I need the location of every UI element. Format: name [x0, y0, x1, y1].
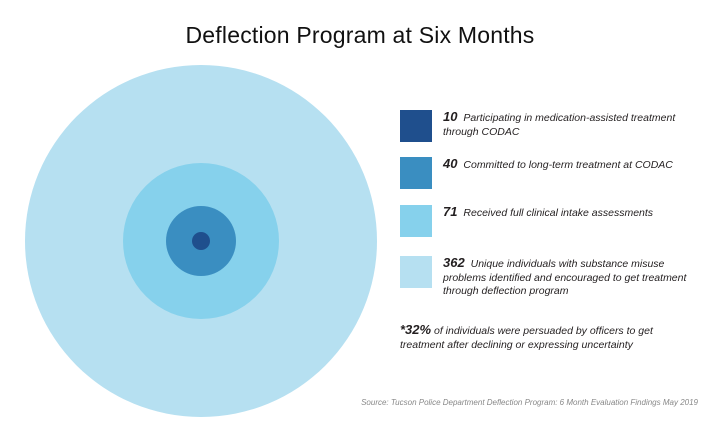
source-note: Source: Tucson Police Department Deflect…	[361, 398, 698, 407]
legend-item-40: 40 Committed to long-term treatment at C…	[400, 157, 703, 189]
legend-text-362: 362 Unique individuals with substance mi…	[443, 256, 703, 299]
legend-value-71: 71	[443, 204, 458, 219]
legend-label-40: Committed to long-term treatment at CODA…	[463, 159, 673, 171]
nested-circles-chart	[25, 65, 377, 417]
legend-value-10: 10	[443, 109, 458, 124]
legend-label-71: Received full clinical intake assessment…	[463, 207, 654, 219]
circle-10	[192, 232, 210, 250]
legend-label-10: Participating in medication-assisted tre…	[443, 112, 676, 138]
note-text: of individuals were persuaded by officer…	[400, 325, 653, 351]
legend-value-362: 362	[443, 255, 465, 270]
legend-item-362: 362 Unique individuals with substance mi…	[400, 256, 703, 299]
legend-text-10: 10 Participating in medication-assisted …	[443, 110, 703, 139]
chart-title: Deflection Program at Six Months	[185, 22, 535, 48]
legend-swatch-71	[400, 205, 432, 237]
legend-swatch-362	[400, 256, 432, 288]
legend-swatch-10	[400, 110, 432, 142]
legend-text-40: 40 Committed to long-term treatment at C…	[443, 157, 703, 173]
note-value: *32%	[400, 322, 432, 337]
legend-swatch-40	[400, 157, 432, 189]
legend-label-362: Unique individuals with substance misuse…	[443, 258, 687, 297]
legend-item-71: 71 Received full clinical intake assessm…	[400, 205, 703, 237]
persuasion-note: *32% of individuals were persuaded by of…	[400, 323, 685, 352]
legend-item-10: 10 Participating in medication-assisted …	[400, 110, 703, 142]
legend-value-40: 40	[443, 156, 458, 171]
legend-text-71: 71 Received full clinical intake assessm…	[443, 205, 703, 221]
